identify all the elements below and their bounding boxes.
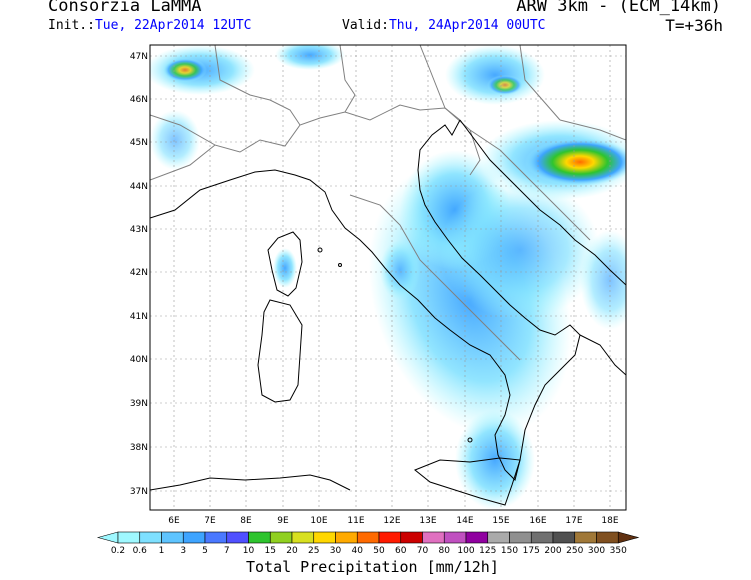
colorbar-label: 150 [501,546,518,556]
colorbar-label: 25 [308,546,319,556]
lon-label: 17E [565,516,582,526]
colorbar-label: 250 [566,546,583,556]
colorbar-label: 3 [180,546,186,556]
colorbar-swatch [400,531,423,544]
colorbar-label: 15 [265,546,276,556]
lat-label: 39N [130,399,148,409]
colorbar-label: 30 [330,546,342,556]
lon-label: 8E [240,516,252,526]
colorbar-swatch [530,531,554,544]
colorbar-swatch [182,531,206,544]
lon-label: 7E [204,516,216,526]
colorbar-label: 80 [439,546,451,556]
colorbar-label: 350 [610,546,627,556]
colorbar-swatch [313,531,336,544]
colorbar-label: 5 [202,546,208,556]
colorbar-max-arrow [617,531,640,544]
colorbar-swatch [378,531,402,544]
colorbar-label: 40 [352,546,364,556]
colorbar-swatch [139,531,162,544]
org-title: Consorzia LaMMA [48,0,202,16]
legend-title: Total Precipitation [mm/12h] [246,558,499,576]
colorbar-label: 100 [457,546,474,556]
colorbar-swatch [596,531,619,544]
lon-label: 6E [168,516,180,526]
init-label: Init.: [48,18,95,33]
colorbar-label: 50 [373,546,385,556]
colorbar-swatch [487,531,510,544]
colorbar-swatch [422,531,445,544]
map-frame [149,44,627,511]
colorbar-swatch [443,531,467,544]
valid-value: Thu, 24Apr2014 00UTC [388,18,546,33]
init-value: Tue, 22Apr2014 12UTC [94,18,252,33]
lat-label: 38N [130,443,148,453]
lon-label: 9E [277,516,289,526]
colorbar-swatch [509,531,532,544]
colorbar-swatch [204,531,228,544]
lon-label: 10E [310,516,327,526]
valid-label: Valid: [342,18,389,33]
lat-label: 46N [130,95,148,105]
political-borders [150,45,626,361]
colorbar-label: 10 [243,546,255,556]
colorbar-swatch [161,531,184,544]
colorbar-swatch [291,531,315,544]
init-time: Init.:Tue, 22Apr2014 12UTC [48,18,252,33]
colorbar-swatch [117,531,141,544]
model-title: ARW 3km - (ECM_14km) [516,0,721,16]
colorbar-swatch [465,531,489,544]
longitude-labels: 6E 7E 8E 9E 10E 11E 12E 13E 14E 15E 16E … [168,516,619,526]
precipitation-field [150,45,626,510]
coastlines [150,119,626,506]
colorbar-swatch [356,531,380,544]
colorbar-swatch [574,531,597,544]
colorbar-min-arrow [96,531,119,544]
map-area [150,45,626,510]
lat-label: 37N [130,487,148,497]
colorbar-swatch [552,531,576,544]
colorbar [96,531,640,544]
graticule [150,45,626,510]
lead-time: T=+36h [665,16,723,35]
valid-time: Valid:Thu, 24Apr2014 00UTC [342,18,546,33]
colorbar-label: 300 [588,546,605,556]
colorbar-label: 0.2 [111,546,125,556]
latitude-labels: 47N 46N 45N 44N 43N 42N 41N 40N 39N 38N … [130,52,148,497]
lon-label: 13E [419,516,436,526]
lat-label: 43N [130,225,148,235]
colorbar-labels: 0.2 0.6 1 3 5 7 10 15 20 25 30 40 50 60 70 80 100 125 150 1… [111,546,627,556]
colorbar-swatch [269,531,293,544]
colorbar-label: 60 [395,546,407,556]
colorbar-label: 20 [286,546,298,556]
lat-label: 44N [130,182,148,192]
lat-label: 41N [130,312,148,322]
colorbar-label: 200 [544,546,561,556]
colorbar-label: 7 [224,546,230,556]
colorbar-label: 175 [523,546,540,556]
lon-label: 12E [383,516,400,526]
colorbar-label: 1 [159,546,165,556]
colorbar-swatch [248,531,271,544]
lon-label: 18E [601,516,618,526]
lat-label: 47N [130,52,148,62]
lon-label: 16E [529,516,546,526]
lon-label: 11E [347,516,364,526]
colorbar-label: 70 [417,546,429,556]
colorbar-swatch [226,531,249,544]
colorbar-swatch [335,531,358,544]
colorbar-label: 125 [479,546,496,556]
lon-label: 14E [456,516,473,526]
lat-label: 45N [130,138,148,148]
lat-label: 42N [130,268,148,278]
lon-label: 15E [492,516,509,526]
colorbar-label: 0.6 [133,546,148,556]
lat-label: 40N [130,355,148,365]
